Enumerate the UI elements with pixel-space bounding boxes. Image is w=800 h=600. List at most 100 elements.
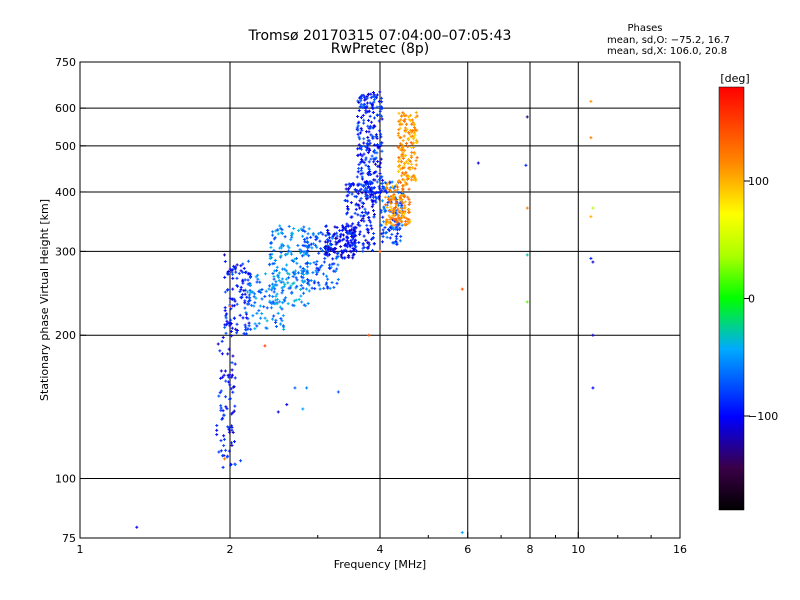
data-point xyxy=(303,279,307,283)
data-point xyxy=(263,344,267,348)
data-point xyxy=(368,148,372,152)
data-point xyxy=(315,235,319,239)
data-point xyxy=(358,232,362,236)
data-point xyxy=(385,185,389,189)
data-point xyxy=(406,136,410,140)
data-point xyxy=(404,126,408,130)
data-point xyxy=(299,227,303,231)
data-point xyxy=(280,228,284,232)
data-point xyxy=(411,174,415,178)
data-point xyxy=(341,225,345,229)
data-point xyxy=(253,292,257,296)
data-point xyxy=(343,227,347,231)
data-point xyxy=(317,232,321,236)
data-point xyxy=(301,228,305,232)
data-point xyxy=(362,137,366,141)
data-point xyxy=(229,463,233,467)
data-point xyxy=(403,211,407,215)
data-point xyxy=(390,232,394,236)
data-point xyxy=(402,155,406,159)
data-point xyxy=(224,448,228,452)
data-point xyxy=(372,186,376,190)
data-point xyxy=(357,109,361,113)
data-point xyxy=(257,289,261,293)
data-point xyxy=(412,141,416,145)
data-point xyxy=(222,444,226,448)
data-point xyxy=(329,246,333,250)
data-point xyxy=(327,253,331,257)
data-point xyxy=(232,304,236,308)
data-point xyxy=(271,262,275,266)
data-point xyxy=(393,184,397,188)
data-point xyxy=(326,239,330,243)
data-point xyxy=(370,205,374,209)
data-point xyxy=(393,227,397,231)
data-point xyxy=(320,264,324,268)
data-point xyxy=(305,265,309,269)
data-point xyxy=(272,237,276,241)
data-point xyxy=(271,272,275,276)
data-point xyxy=(400,174,404,178)
data-point xyxy=(379,132,383,136)
data-point xyxy=(349,201,353,205)
data-point xyxy=(591,386,595,390)
data-point xyxy=(215,428,219,432)
data-point xyxy=(305,287,309,291)
data-point xyxy=(299,275,303,279)
data-point xyxy=(413,177,417,181)
data-point xyxy=(239,287,243,291)
data-point xyxy=(369,224,373,228)
data-point xyxy=(358,199,362,203)
data-point xyxy=(241,316,245,320)
data-point xyxy=(397,169,401,173)
data-point xyxy=(220,352,224,356)
data-point xyxy=(238,313,242,317)
data-point xyxy=(387,220,391,224)
data-point xyxy=(380,199,384,203)
data-point xyxy=(280,291,284,295)
data-point xyxy=(311,231,315,235)
data-point xyxy=(346,193,350,197)
data-point xyxy=(351,226,355,230)
data-point xyxy=(366,110,370,114)
data-point xyxy=(375,105,379,109)
data-point xyxy=(269,241,273,245)
data-point xyxy=(395,225,399,229)
data-point xyxy=(293,269,297,273)
data-point xyxy=(401,187,405,191)
data-point xyxy=(341,238,345,242)
data-point xyxy=(371,200,375,204)
data-point xyxy=(372,116,376,120)
data-point xyxy=(292,299,296,303)
data-point xyxy=(370,198,374,202)
data-point xyxy=(389,208,393,212)
data-point xyxy=(223,309,227,313)
data-point xyxy=(314,243,318,247)
data-point xyxy=(256,277,260,281)
data-point xyxy=(336,263,340,267)
data-point xyxy=(378,104,382,108)
data-point xyxy=(305,261,309,265)
data-point xyxy=(374,156,378,160)
data-point xyxy=(403,180,407,184)
data-point xyxy=(286,302,290,306)
data-point xyxy=(369,92,373,96)
data-point xyxy=(401,184,405,188)
y-tick-label: 400 xyxy=(55,186,76,199)
data-point xyxy=(396,185,400,189)
data-point xyxy=(398,157,402,161)
data-point xyxy=(403,223,407,227)
data-point xyxy=(318,239,322,243)
data-point xyxy=(233,404,237,408)
data-point xyxy=(359,218,363,222)
data-point xyxy=(414,178,418,182)
data-point xyxy=(413,122,417,126)
data-point xyxy=(278,246,282,250)
data-point xyxy=(243,299,247,303)
data-point xyxy=(290,291,294,295)
data-point xyxy=(376,191,380,195)
data-point xyxy=(284,269,288,273)
data-point xyxy=(229,334,233,338)
data-point xyxy=(369,157,373,161)
data-point xyxy=(333,232,337,236)
